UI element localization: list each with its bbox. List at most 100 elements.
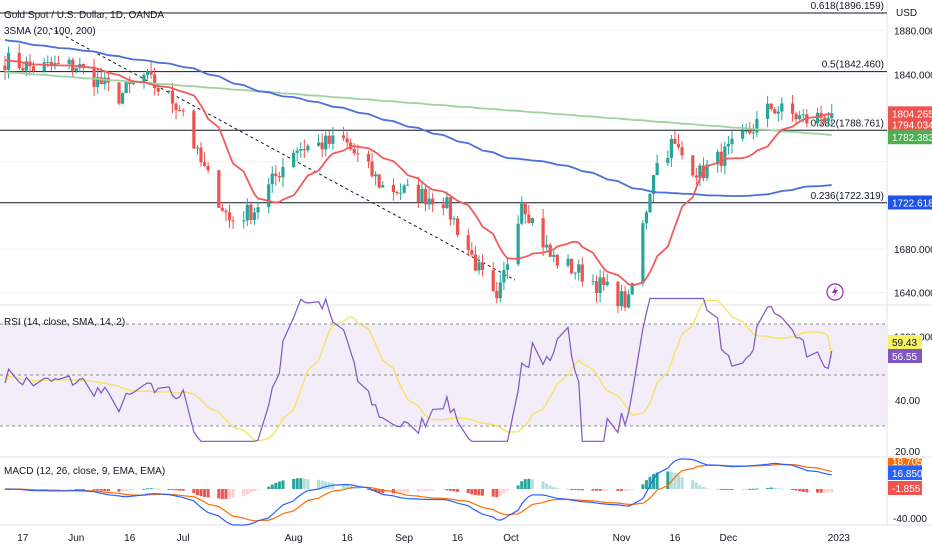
candle-body [153, 74, 157, 88]
indicator-legend-rsi[interactable]: RSI (14, close, SMA, 14, 2) [4, 317, 125, 328]
candle-body [541, 218, 545, 248]
candle-body [281, 167, 285, 178]
macd-histogram-bar [680, 477, 684, 489]
candle-body [331, 135, 335, 144]
candle-body [619, 291, 624, 307]
candle-body [644, 212, 649, 224]
candle-body [495, 291, 499, 299]
macd-histogram-bar [342, 483, 346, 489]
price-axis-tick: 1880.000 [894, 27, 932, 38]
macd-histogram-bar [220, 489, 224, 499]
macd-histogram-bar [473, 489, 477, 496]
macd-histogram-bar [548, 485, 552, 489]
time-axis[interactable]: 17 Jun 16 Jul Aug 16 Sep 16 Oct Nov 16 Dec 2023 [17, 533, 850, 544]
macd-histogram-bar [466, 489, 470, 494]
candle-body [74, 68, 78, 71]
candle-body [270, 173, 274, 185]
candle-body [256, 207, 260, 213]
lightning-icon-bolt[interactable] [832, 286, 838, 298]
macd-histogram-bar [491, 489, 495, 497]
lightning-icon-ring[interactable] [826, 283, 844, 301]
fib-level-label: 0.618(1896.159) [811, 1, 884, 12]
candle-body [669, 138, 673, 159]
candle-body [249, 204, 253, 221]
candle-body [46, 62, 50, 64]
macd-histogram-bar [424, 489, 427, 492]
time-axis-label: Nov [613, 533, 631, 544]
candle-body [242, 220, 246, 222]
candle-body [527, 214, 531, 224]
candle-body [377, 174, 381, 188]
indicator-legend-sma[interactable]: 3SMA (20, 100, 200) [4, 26, 96, 37]
candle-body [327, 135, 331, 144]
price-tag-bg [888, 117, 932, 132]
macd-histogram-bar [292, 478, 296, 489]
macd-histogram-bar [823, 489, 827, 493]
macd-histogram-bar [295, 478, 299, 489]
candle-body [299, 148, 303, 151]
candle-body [420, 188, 424, 203]
candle-body [580, 264, 584, 282]
macd-histogram-bar [448, 489, 452, 491]
macd-histogram-bar [798, 489, 802, 492]
candle-body [92, 66, 96, 88]
macd-histogram-bar [627, 489, 631, 491]
candle-body [320, 142, 324, 150]
macd-histogram-bar [630, 489, 634, 490]
candle-body [402, 185, 406, 193]
candle-body [723, 146, 727, 166]
macd-histogram-bar [691, 480, 695, 489]
candle-body [594, 281, 599, 293]
candle-body [391, 185, 396, 193]
macd-histogram-bar [420, 489, 424, 492]
macd-histogram-bar [566, 488, 570, 490]
candle-body [776, 111, 780, 114]
macd-histogram-bar [602, 489, 606, 491]
macd-histogram-bar [178, 489, 182, 491]
macd-histogram-bar [49, 489, 53, 490]
macd-histogram-bar [694, 482, 698, 489]
rsi-sma-line [4, 299, 833, 442]
macd-histogram-bar [619, 489, 623, 491]
macd-histogram-bar [573, 489, 577, 490]
rsi-value-tag-bg [888, 335, 922, 349]
lightning-icon[interactable] [826, 283, 844, 301]
macd-histogram-bar [317, 479, 321, 489]
candle-body [306, 145, 310, 151]
macd-histogram-bar [377, 489, 381, 493]
macd-histogram-bar [723, 489, 727, 490]
macd-line-tag-bg [888, 466, 922, 480]
price-axis-tick: 1840.000 [894, 70, 932, 81]
candle-body [498, 282, 502, 299]
candle-body [648, 193, 652, 213]
candle-body [505, 264, 510, 271]
time-axis-label: 16 [669, 533, 681, 544]
candle-body [316, 142, 321, 146]
candle-body [277, 176, 281, 178]
macd-signal-tag: 18.705 [888, 457, 923, 468]
candle-body [224, 210, 228, 213]
macd-histogram-bar [156, 488, 160, 490]
macd-histogram-bar [726, 489, 730, 490]
candle-body [3, 65, 7, 70]
candle-body [455, 218, 460, 236]
price-tag-text: 1794.034 [892, 121, 932, 132]
candle-body [573, 272, 577, 274]
candle-body [341, 135, 346, 139]
candle-body [295, 150, 299, 153]
candle-body [81, 64, 85, 67]
macd-histogram-bar [769, 487, 773, 489]
rsi-sma-tag-bg [888, 349, 922, 363]
macd-histogram-bar [249, 489, 253, 493]
indicator-legend-macd[interactable]: MACD (12, 26, close, 9, EMA, EMA) [4, 466, 165, 477]
candle-body [231, 220, 235, 222]
macd-histogram-bar [306, 479, 310, 489]
candle-body [726, 144, 731, 147]
macd-histogram-bar [92, 489, 96, 490]
candle-body [124, 82, 128, 94]
trendline[interactable] [49, 27, 516, 281]
macd-histogram-bar [516, 485, 520, 489]
candle-body [616, 281, 620, 307]
